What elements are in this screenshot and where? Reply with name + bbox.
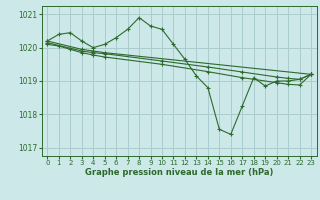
X-axis label: Graphe pression niveau de la mer (hPa): Graphe pression niveau de la mer (hPa) [85,168,273,177]
